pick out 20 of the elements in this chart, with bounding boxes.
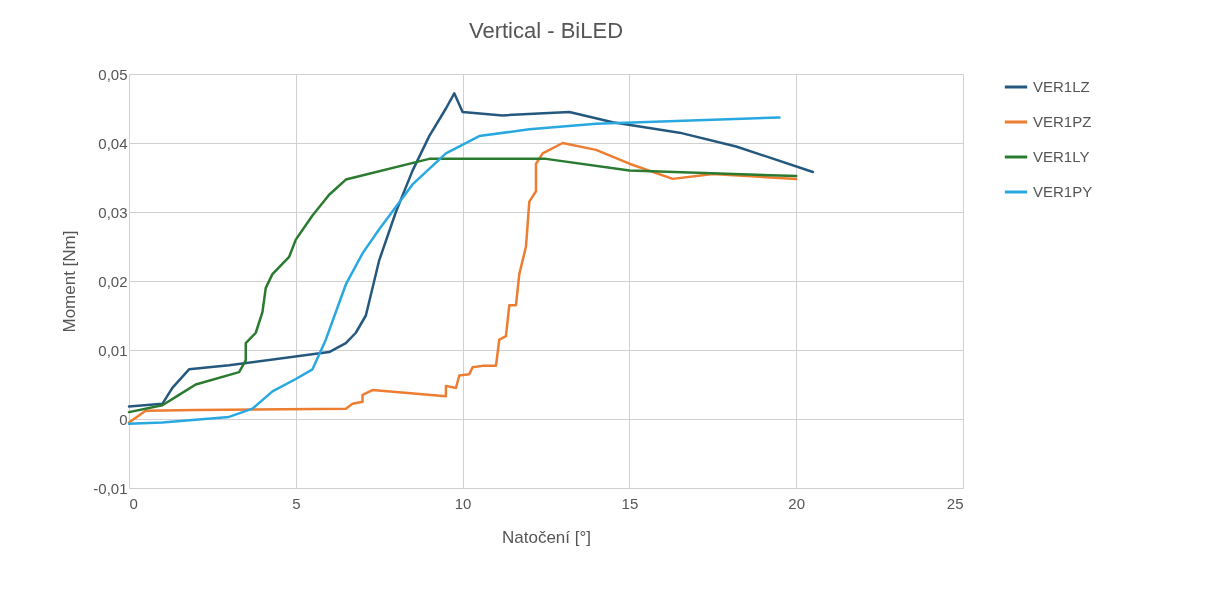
x-tick-label: 20 [788,494,806,512]
line-series [127,92,815,408]
y-tick-label: 0,05 [98,65,128,83]
y-tick-label: 0,01 [98,341,128,359]
x-tick-label: 10 [454,494,472,512]
x-tick-label: 5 [292,494,301,512]
chart-title: Vertical - BiLED [468,18,624,43]
y-tick-label: 0,03 [98,203,128,221]
y-tick-label: 0 [119,410,128,428]
y-tick-label: 0,04 [98,134,128,152]
legend-label: VER1PY [1033,183,1093,200]
legend-label: VER1LZ [1033,78,1090,95]
x-tick-label: 15 [621,494,639,512]
legend-label: VER1LY [1033,148,1090,165]
x-axis-title: Natočení [°] [501,527,592,547]
y-tick-label: 0,02 [98,272,128,290]
y-tick-label: -0,01 [93,479,128,497]
y-axis-title: Moment [Nm] [60,230,80,333]
legend-label: VER1PZ [1033,113,1092,130]
x-tick-label: 25 [946,494,964,512]
